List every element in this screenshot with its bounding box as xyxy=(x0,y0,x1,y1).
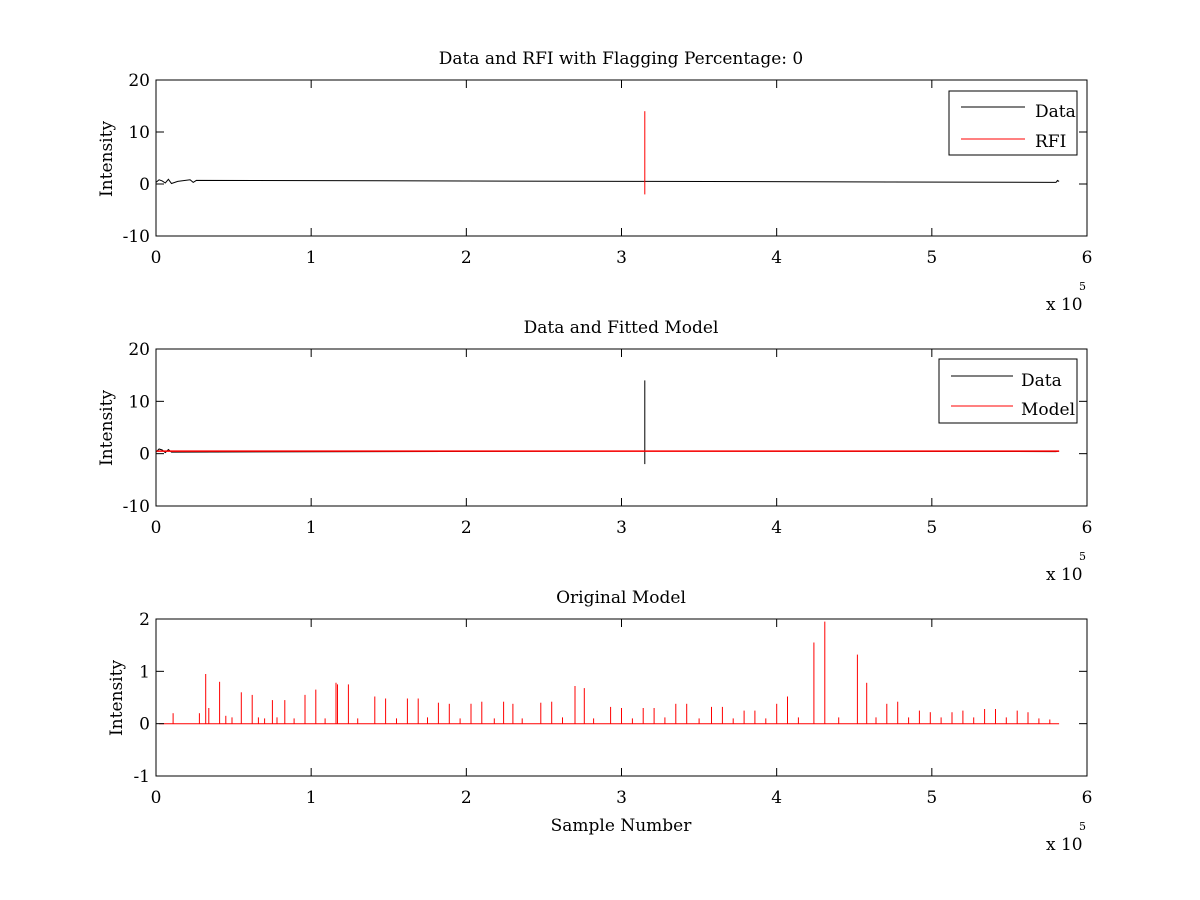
panel-1-legend-rfi: RFI xyxy=(1035,132,1066,152)
panel-3-xlabel: Sample Number xyxy=(551,816,693,836)
x-tick-label: 6 xyxy=(1082,518,1093,538)
x-tick-label: 3 xyxy=(616,518,627,538)
y-tick-label: -10 xyxy=(123,227,150,247)
panel-data-and-fitted-model: Data and Fitted Model Intensity 0 1 2 3 4 5 6 -… xyxy=(97,318,1092,585)
panel-1-x-multiplier-base: x 10 xyxy=(1046,295,1083,315)
panel-1-x-multiplier: x 10 xyxy=(1046,295,1083,315)
y-tick-label: -10 xyxy=(123,497,150,517)
panel-1-title: Data and RFI with Flagging Percentage: 0 xyxy=(439,49,803,69)
x-tick-label: 4 xyxy=(771,788,782,808)
x-tick-label: 4 xyxy=(771,518,782,538)
x-tick-label: 5 xyxy=(926,248,937,268)
x-tick-label: 1 xyxy=(306,518,317,538)
panel-1-legend: Data RFI xyxy=(948,90,1078,156)
y-tick-label: 10 xyxy=(128,123,150,143)
panel-2-legend: Data Model xyxy=(938,358,1078,424)
panel-2-x-multiplier: x 10 xyxy=(1046,565,1083,585)
x-tick-label: 6 xyxy=(1082,248,1093,268)
y-tick-label: 0 xyxy=(139,715,150,735)
panel-2-legend-model: Model xyxy=(1021,400,1075,420)
x-tick-label: 1 xyxy=(306,788,317,808)
y-tick-label: 20 xyxy=(128,340,150,360)
y-tick-label: 0 xyxy=(139,175,150,195)
panel-3-series xyxy=(159,621,1060,725)
panel-2-legend-box xyxy=(938,358,1078,424)
series-data-line xyxy=(155,178,1060,185)
panel-3-ylabel: Intensity xyxy=(107,660,127,736)
panel-3-x-multiplier-base: x 10 xyxy=(1046,835,1083,855)
x-tick-label: 3 xyxy=(616,248,627,268)
panel-1-legend-box xyxy=(948,90,1078,156)
panel-2-legend-data: Data xyxy=(1021,371,1062,391)
x-tick-label: 5 xyxy=(926,518,937,538)
x-tick-label: 3 xyxy=(616,788,627,808)
x-tick-label: 0 xyxy=(151,788,162,808)
y-tick-label: 20 xyxy=(128,71,150,91)
y-tick-label: 10 xyxy=(128,392,150,412)
panel-2-series xyxy=(155,380,1060,465)
panel-1-ylabel: Intensity xyxy=(97,121,117,197)
y-tick-label: 1 xyxy=(139,662,150,682)
x-tick-label: 2 xyxy=(461,518,472,538)
panel-1-legend-data: Data xyxy=(1035,102,1076,122)
y-tick-label: -1 xyxy=(133,767,150,787)
panel-3-x-multiplier: x 10 xyxy=(1046,835,1083,855)
panel-original-model: Original Model Intensity Sample Number 0… xyxy=(107,588,1092,855)
x-tick-label: 4 xyxy=(771,248,782,268)
panel-2-x-exponent: 5 xyxy=(1079,550,1086,563)
x-tick-label: 6 xyxy=(1082,788,1093,808)
panel-1-series xyxy=(155,111,1060,195)
panel-1-axes-box xyxy=(155,79,1088,237)
y-tick-label: 2 xyxy=(139,610,150,630)
panel-3-title: Original Model xyxy=(556,588,686,608)
panel-3-x-exponent: 5 xyxy=(1079,820,1086,833)
x-tick-label: 2 xyxy=(461,788,472,808)
panel-1-x-exponent: 5 xyxy=(1079,280,1086,293)
x-tick-label: 0 xyxy=(151,518,162,538)
panel-data-and-rfi: Data and RFI with Flagging Percentage: 0… xyxy=(97,49,1092,315)
panel-2-ylabel: Intensity xyxy=(97,390,117,466)
x-tick-label: 2 xyxy=(461,248,472,268)
panel-2-title: Data and Fitted Model xyxy=(524,318,719,338)
x-tick-label: 0 xyxy=(151,248,162,268)
panel-2-x-multiplier-base: x 10 xyxy=(1046,565,1083,585)
panel-2-axes-box xyxy=(155,348,1088,507)
x-tick-label: 5 xyxy=(926,788,937,808)
y-tick-label: 0 xyxy=(139,445,150,465)
panel-3-axes-box xyxy=(155,618,1088,777)
x-tick-label: 1 xyxy=(306,248,317,268)
